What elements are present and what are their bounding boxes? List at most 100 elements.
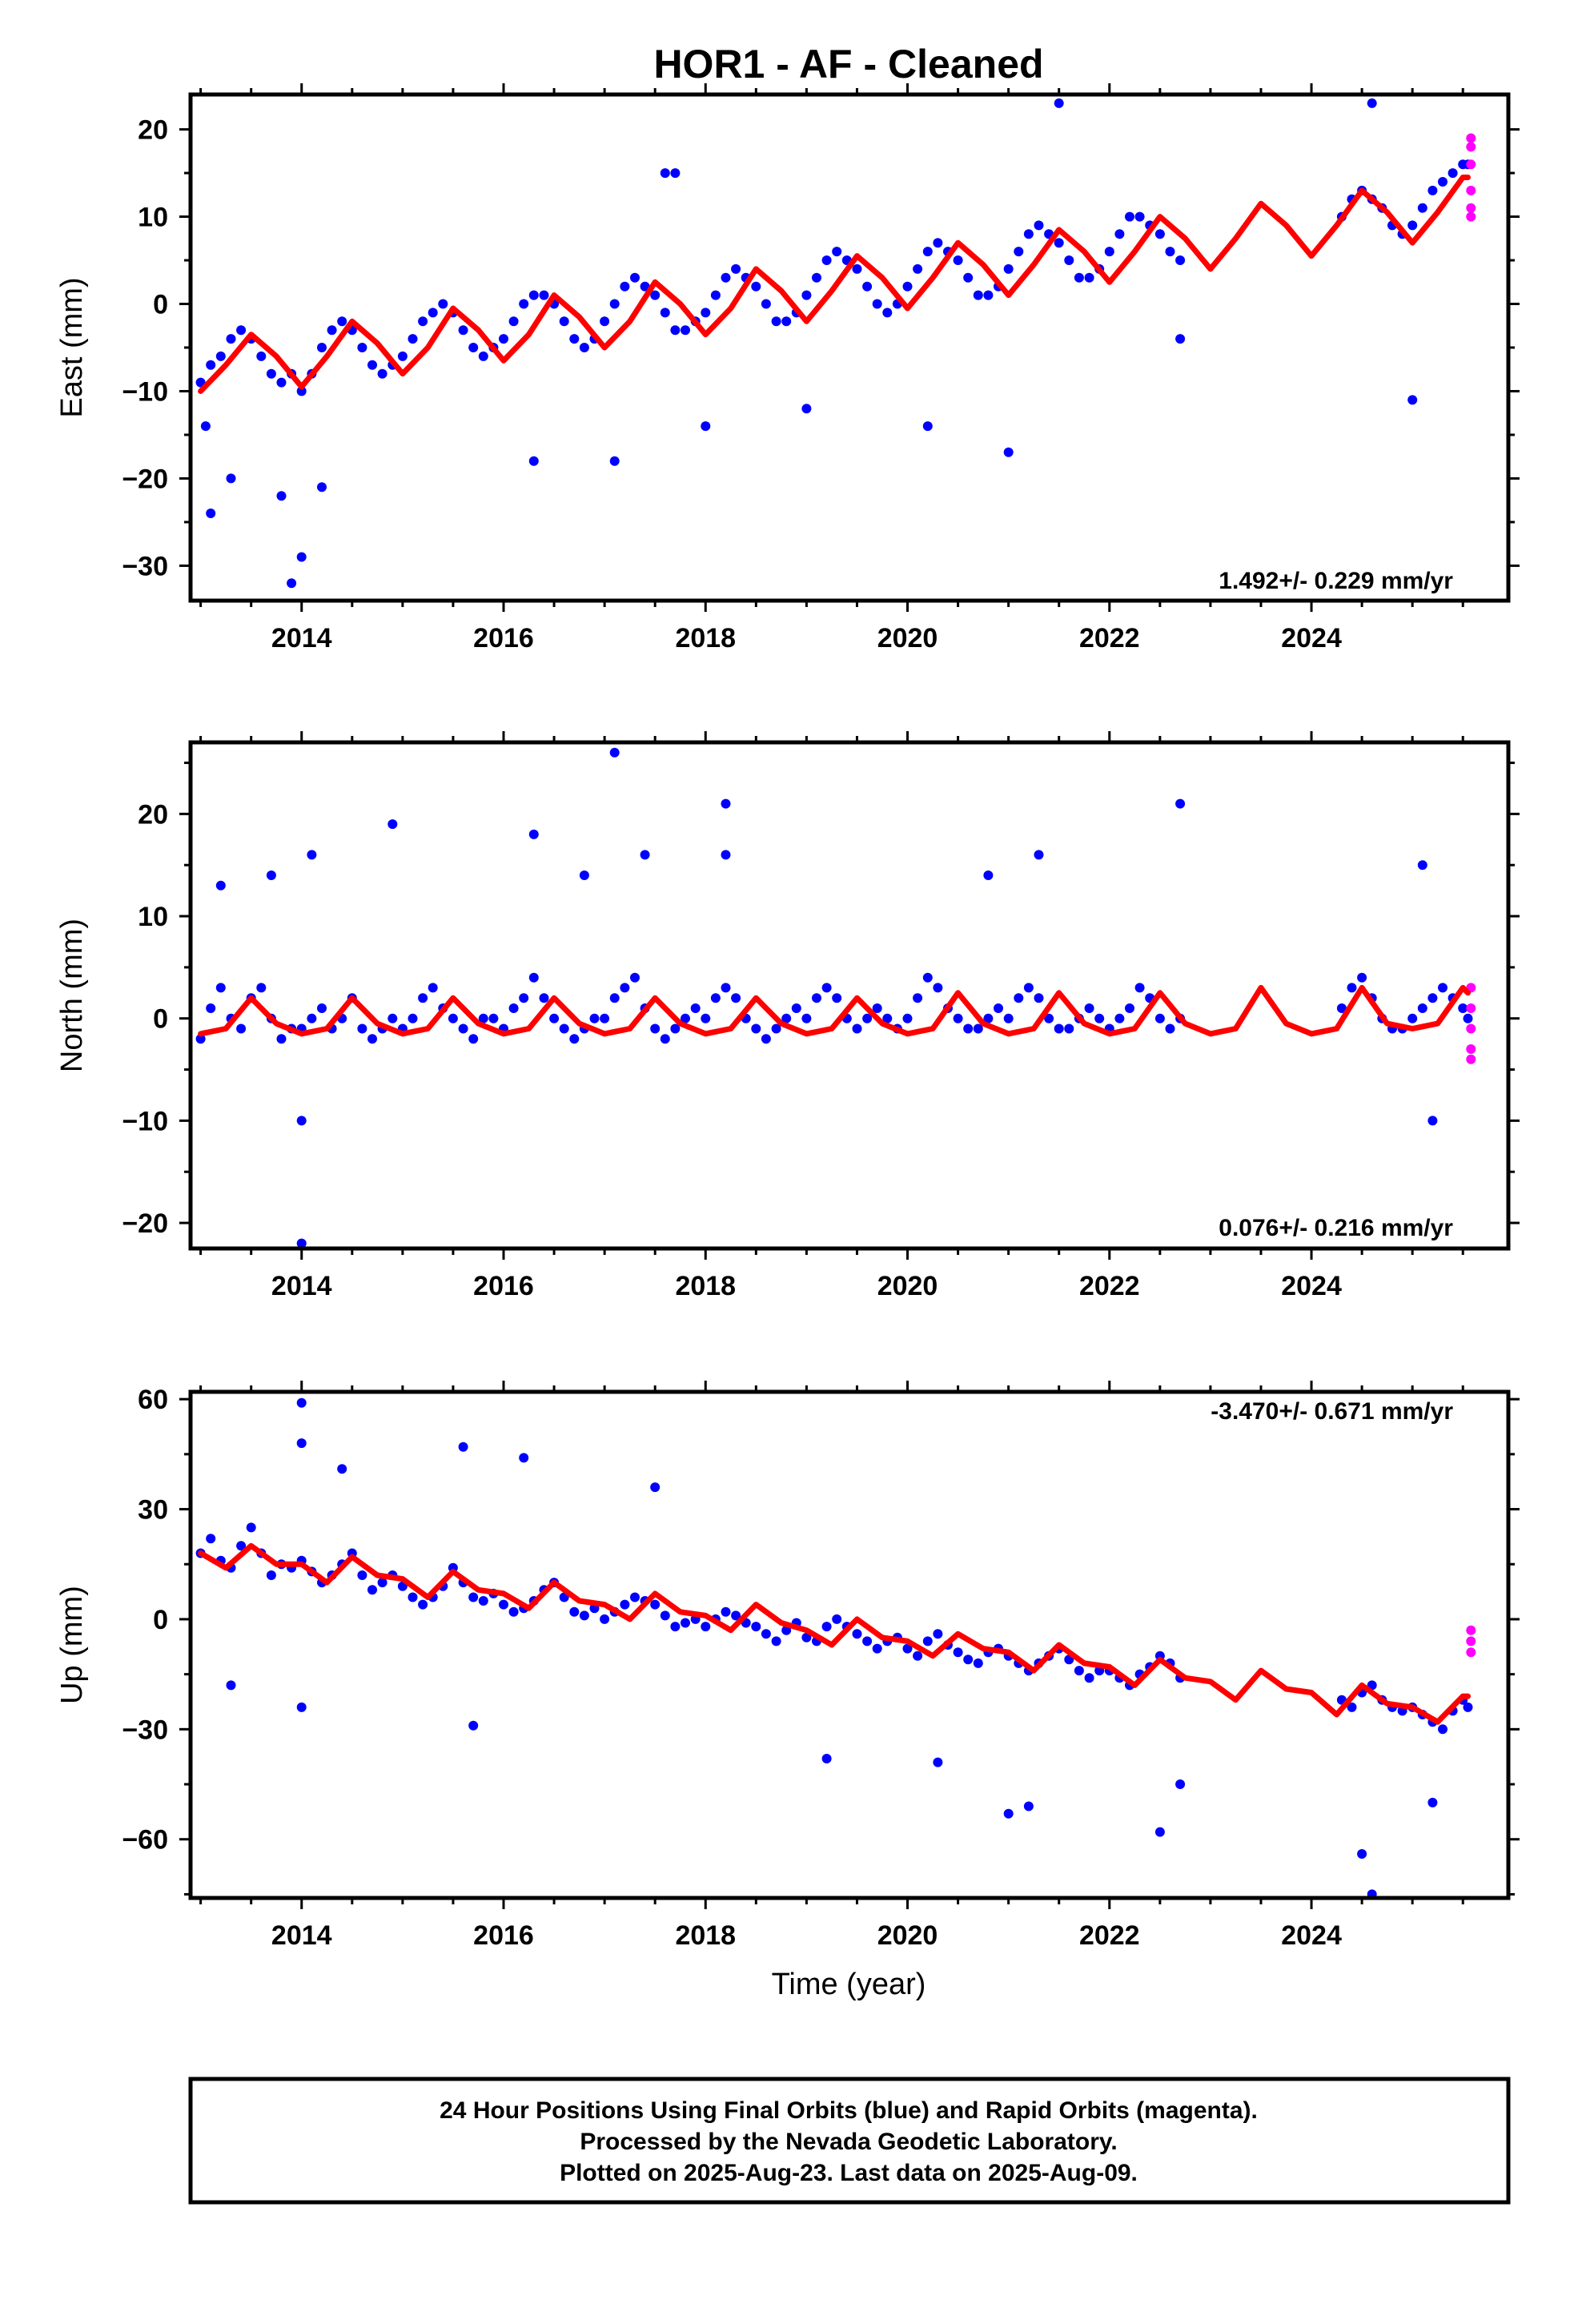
east-x-tick-label: 2024 — [1281, 623, 1342, 653]
up-final-orbit-point — [367, 1585, 377, 1595]
up-rate-label: -3.470+/- 0.671 mm/yr — [1211, 1398, 1453, 1425]
up-final-orbit-point — [1367, 1889, 1377, 1898]
up-final-orbit-point — [913, 1651, 923, 1661]
up-y-axis-label: Up (mm) — [55, 1586, 89, 1704]
up-final-orbit-point — [468, 1720, 479, 1731]
east-y-tick-label: 20 — [138, 115, 168, 146]
north-final-orbit-point — [1438, 983, 1447, 993]
north-final-orbit-point — [215, 880, 226, 891]
up-model-fit-line — [198, 1542, 1471, 1725]
up-panel: -3.470+/- 0.671 mm/yr 2014 2016 2018 2020 20… — [55, 1381, 1520, 1951]
up-final-orbit-point — [821, 1754, 832, 1763]
east-final-orbit-point — [458, 325, 468, 336]
east-final-orbit-point — [609, 456, 620, 466]
north-final-orbit-point — [1125, 1003, 1134, 1013]
up-final-orbit-point — [519, 1453, 529, 1463]
east-x-tick-label: 2014 — [271, 623, 332, 653]
up-x-tick-label: 2020 — [877, 1920, 938, 1951]
east-final-orbit-point — [377, 368, 387, 379]
east-final-orbit-point — [397, 351, 408, 361]
east-final-orbit-point — [872, 299, 882, 309]
east-final-orbit-point — [973, 290, 983, 300]
north-y-tick-label: −20 — [122, 1208, 168, 1239]
up-final-orbit-point — [620, 1599, 630, 1610]
up-final-orbit-point — [408, 1592, 418, 1602]
east-final-orbit-point — [559, 316, 569, 327]
up-final-orbit-point — [721, 1606, 731, 1617]
north-final-orbit-point — [1458, 1003, 1468, 1013]
up-final-orbit-point — [1357, 1849, 1367, 1859]
north-final-orbit-point — [488, 1013, 499, 1023]
east-final-orbit-point — [1407, 220, 1418, 231]
up-y-tick-label: 30 — [138, 1495, 168, 1526]
east-final-orbit-point — [761, 299, 771, 309]
up-final-orbit-point — [1154, 1827, 1165, 1837]
north-final-orbit-point — [620, 983, 630, 993]
east-final-orbit-point — [963, 272, 974, 283]
up-rapid-orbit-point — [1466, 1625, 1476, 1635]
north-final-orbit-point — [882, 1013, 893, 1023]
east-final-orbit-point — [1023, 229, 1034, 239]
north-final-orbit-point — [640, 850, 650, 860]
east-final-orbit-point — [478, 351, 488, 361]
up-final-orbit-point — [963, 1655, 974, 1665]
up-rapid-orbit-point — [1466, 1647, 1476, 1658]
east-final-orbit-point — [953, 255, 963, 265]
east-final-orbit-point — [1034, 220, 1044, 231]
up-final-orbit-point — [681, 1618, 690, 1628]
up-final-orbit-point — [852, 1629, 862, 1639]
north-final-orbit-point — [559, 1023, 569, 1034]
north-final-orbit-point — [387, 1013, 398, 1023]
east-final-orbit-point — [710, 290, 721, 300]
north-y-axis-label: North (mm) — [55, 919, 89, 1072]
up-final-orbit-point — [650, 1599, 661, 1610]
north-final-orbit-point — [1347, 983, 1357, 993]
north-final-orbit-point — [721, 983, 731, 993]
east-y-axis-label: East (mm) — [55, 277, 89, 417]
up-final-orbit-point — [357, 1570, 367, 1580]
east-final-orbit-point — [266, 368, 276, 379]
north-final-orbit-point — [266, 870, 276, 880]
north-x-tick-label: 2016 — [473, 1271, 534, 1301]
footer-box: 24 Hour Positions Using Final Orbits (bl… — [188, 2077, 1511, 2205]
north-final-orbit-point — [721, 850, 731, 860]
north-y-tick-label: −10 — [122, 1106, 168, 1136]
east-rapid-orbit-point — [1466, 142, 1476, 152]
east-final-orbit-point — [1125, 211, 1134, 222]
north-final-orbit-point — [701, 1013, 711, 1023]
east-final-orbit-point — [528, 456, 539, 466]
east-final-orbit-point — [1064, 255, 1074, 265]
up-final-orbit-point — [701, 1622, 711, 1632]
east-y-tick-label: −30 — [122, 551, 168, 581]
east-final-orbit-point — [1074, 272, 1084, 283]
east-final-orbit-point — [215, 351, 226, 361]
east-final-orbit-point — [1084, 272, 1094, 283]
up-final-orbit-point — [600, 1614, 610, 1624]
up-x-tick-label: 2016 — [473, 1920, 534, 1951]
north-panel: 0.076+/- 0.216 mm/yr 2014 2016 2018 2020 202… — [55, 731, 1520, 1301]
up-final-orbit-point — [670, 1622, 681, 1632]
east-final-orbit-point — [1054, 98, 1064, 108]
east-final-orbit-point — [701, 421, 711, 432]
north-final-orbit-point — [933, 983, 943, 993]
north-rapid-orbit-point — [1466, 1054, 1476, 1064]
up-final-orbit-point — [751, 1622, 761, 1632]
north-final-orbit-point — [1407, 1013, 1418, 1023]
north-final-orbit-point — [206, 1003, 216, 1013]
figure-title: HOR1 - AF - Cleaned — [653, 42, 1043, 86]
east-final-orbit-point — [236, 325, 247, 336]
north-final-orbit-point — [569, 1034, 580, 1044]
up-final-orbit-point — [266, 1570, 276, 1580]
north-final-orbit-point — [307, 1013, 317, 1023]
north-final-orbit-point — [528, 972, 539, 983]
east-final-orbit-point — [226, 473, 236, 484]
east-final-orbit-point — [1114, 229, 1125, 239]
up-final-orbit-point — [236, 1541, 247, 1551]
north-final-orbit-point — [276, 1034, 287, 1044]
east-final-orbit-point — [1175, 334, 1186, 344]
east-final-orbit-point — [983, 290, 994, 300]
up-final-orbit-point — [296, 1438, 307, 1449]
up-final-orbit-point — [832, 1614, 842, 1624]
